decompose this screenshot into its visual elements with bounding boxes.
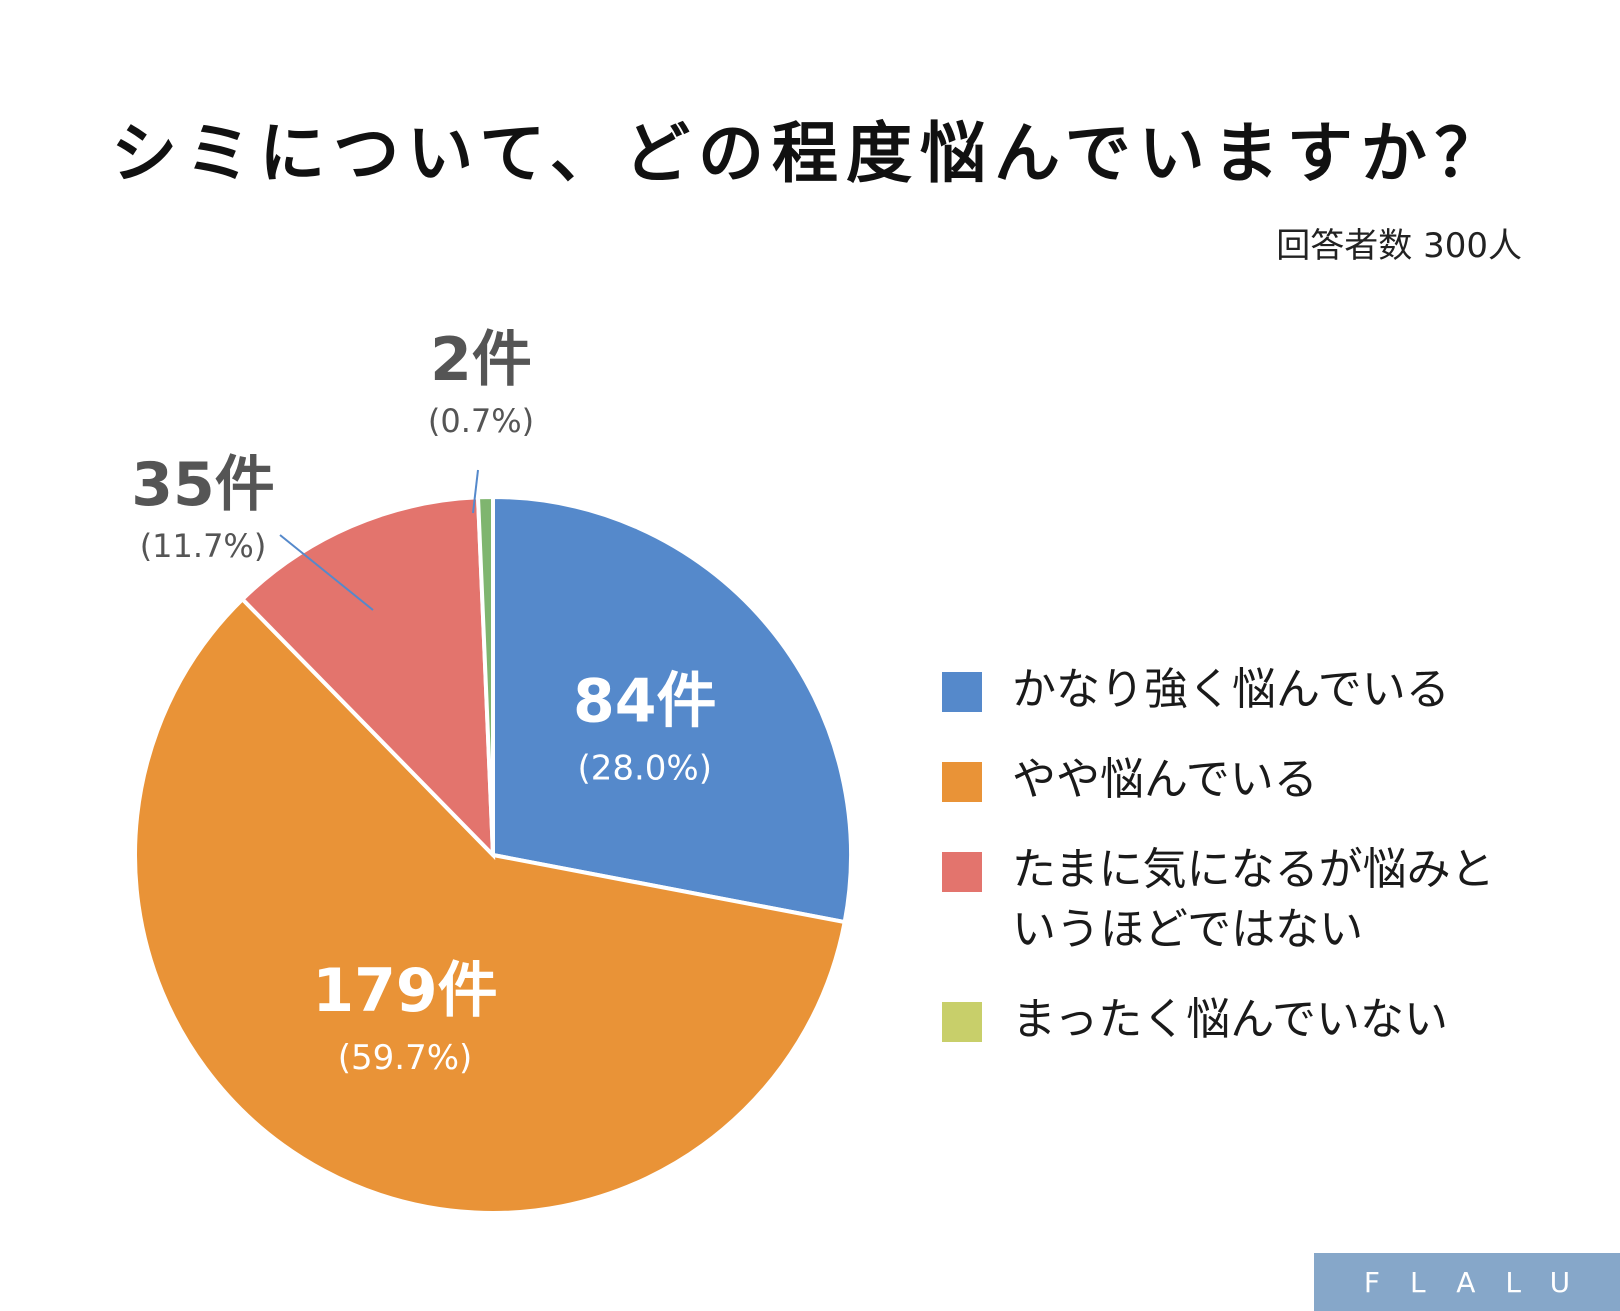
legend-swatch	[942, 672, 982, 712]
pie-slice	[239, 495, 496, 861]
legend-item: たまに気になるが悩みと いうほどではない	[942, 840, 1562, 960]
slice-count-label: 84件	[573, 666, 717, 736]
legend-swatch	[942, 1002, 982, 1042]
legend-label: かなり強く悩んでいる	[1012, 664, 1450, 715]
slice-count-label: 2件	[430, 325, 532, 395]
legend-label: まったく悩んでいない	[1012, 994, 1449, 1045]
legend-swatch	[942, 852, 982, 892]
logo-text: FLALU	[1363, 1265, 1601, 1299]
legend-item: かなり強く悩んでいる	[942, 660, 1562, 720]
pie-slice	[133, 596, 848, 1215]
slice-count-label: 179件	[312, 956, 497, 1026]
slice-percent-label: (28.0%)	[577, 748, 712, 788]
legend: かなり強く悩んでいる やや悩んでいる たまに気になるが悩みと いうほどではない …	[942, 660, 1562, 1080]
legend-label: やや悩んでいる	[1012, 754, 1318, 805]
slice-percent-label: (59.7%)	[338, 1038, 473, 1078]
slice-count-label: 35件	[131, 450, 275, 520]
respondent-count: 回答者数 300人	[1276, 226, 1522, 266]
slice-percent-label: (0.7%)	[428, 402, 534, 440]
legend-item: やや悩んでいる	[942, 750, 1562, 810]
pie-slice	[491, 494, 853, 925]
callout-line	[472, 469, 479, 514]
flalu-logo: FLALU	[1314, 1253, 1620, 1311]
pie-slice	[475, 494, 495, 856]
slice-percent-label: (11.7%)	[140, 527, 267, 565]
legend-label: たまに気になるが悩みと いうほどではない	[1012, 844, 1495, 955]
chart-title: シミについて、どの程度悩んでいますか？	[111, 115, 1509, 192]
legend-swatch	[942, 762, 982, 802]
callout-line	[279, 534, 374, 611]
legend-item: まったく悩んでいない	[942, 990, 1562, 1050]
